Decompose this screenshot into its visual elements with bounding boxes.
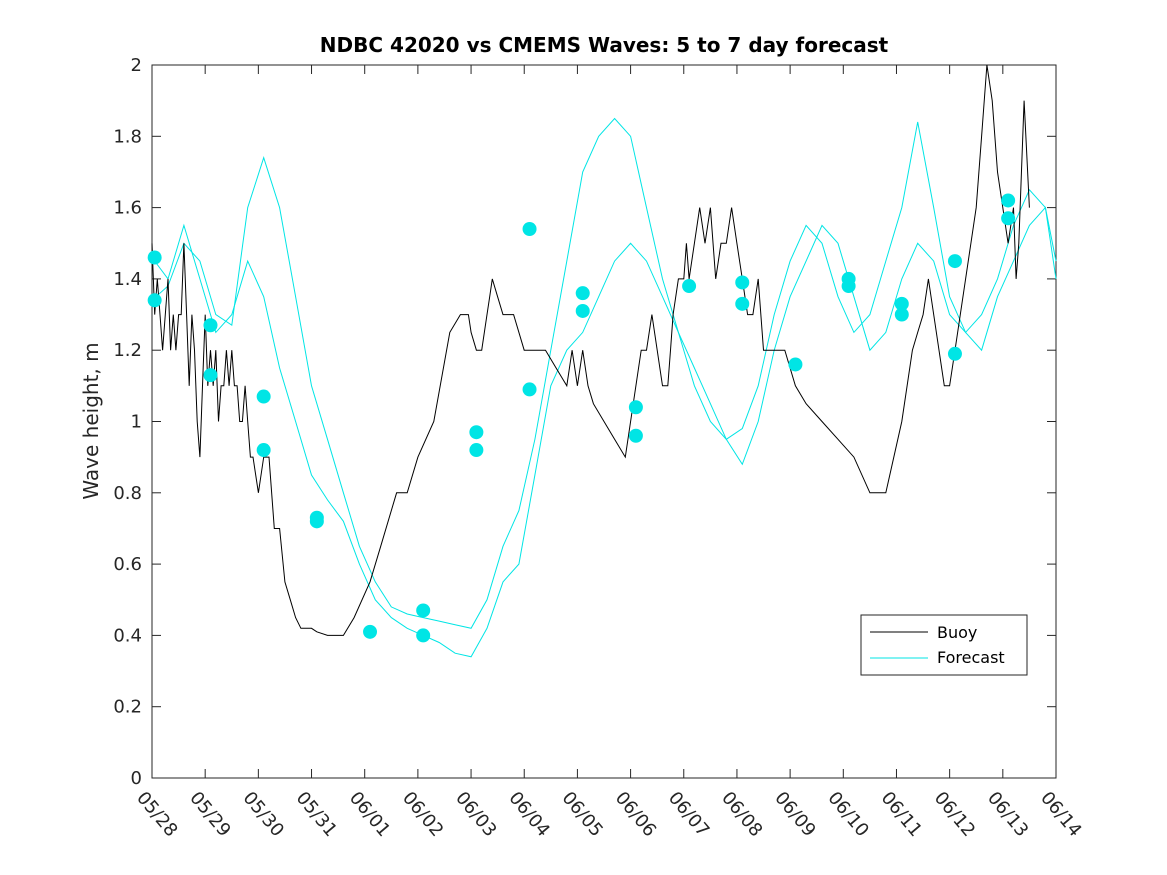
forecast-marker xyxy=(894,307,909,322)
legend-buoy-label: Buoy xyxy=(937,623,977,642)
y-tick-label: 2 xyxy=(131,55,142,76)
forecast-marker xyxy=(203,318,218,333)
y-tick-label: 1.4 xyxy=(113,269,142,290)
forecast-line xyxy=(151,206,1057,658)
forecast-marker xyxy=(841,279,856,294)
forecast-marker xyxy=(416,628,431,643)
legend: Buoy Forecast xyxy=(860,614,1028,676)
chart-title: NDBC 42020 vs CMEMS Waves: 5 to 7 day fo… xyxy=(320,33,889,57)
forecast-marker xyxy=(894,296,909,311)
y-tick-label: 1.2 xyxy=(113,340,142,361)
forecast-marker xyxy=(1001,211,1016,226)
forecast-marker xyxy=(203,368,218,383)
y-tick-label: 0.4 xyxy=(113,625,142,646)
forecast-marker xyxy=(947,254,962,269)
forecast-marker xyxy=(628,428,643,443)
y-tick-label: 0.8 xyxy=(113,483,142,504)
forecast-marker xyxy=(469,443,484,458)
forecast-marker xyxy=(682,279,697,294)
forecast-marker xyxy=(147,293,162,308)
forecast-marker xyxy=(469,425,484,440)
forecast-marker xyxy=(735,296,750,311)
forecast-marker xyxy=(256,389,271,404)
y-tick-label: 1.8 xyxy=(113,126,142,147)
forecast-line xyxy=(151,117,1057,629)
y-tick-label: 0.2 xyxy=(113,697,142,718)
y-axis-ticks: 0 0.2 0.4 0.6 0.8 1 1.2 1.4 1.6 1.8 2 xyxy=(113,55,1056,789)
forecast-marker xyxy=(522,221,537,236)
forecast-marker xyxy=(147,250,162,265)
forecast-marker xyxy=(575,303,590,318)
marker-layer xyxy=(147,193,1016,643)
forecast-marker xyxy=(416,603,431,618)
y-tick-label: 1.6 xyxy=(113,198,142,219)
forecast-marker xyxy=(575,286,590,301)
forecast-marker xyxy=(628,400,643,415)
legend-forecast-label: Forecast xyxy=(937,648,1005,667)
forecast-marker xyxy=(256,443,271,458)
y-tick-label: 0.6 xyxy=(113,554,142,575)
forecast-marker xyxy=(788,357,803,372)
forecast-marker xyxy=(363,624,378,639)
forecast-marker xyxy=(309,514,324,529)
legend-box xyxy=(860,614,1028,676)
forecast-marker xyxy=(735,275,750,290)
forecast-marker xyxy=(1001,193,1016,208)
series-layer xyxy=(151,64,1057,658)
y-tick-label: 0 xyxy=(131,768,142,789)
y-tick-label: 1 xyxy=(131,412,142,433)
y-axis-label: Wave height, m xyxy=(79,342,103,499)
forecast-marker xyxy=(947,346,962,361)
buoy-line xyxy=(151,64,1030,636)
forecast-marker xyxy=(522,382,537,397)
